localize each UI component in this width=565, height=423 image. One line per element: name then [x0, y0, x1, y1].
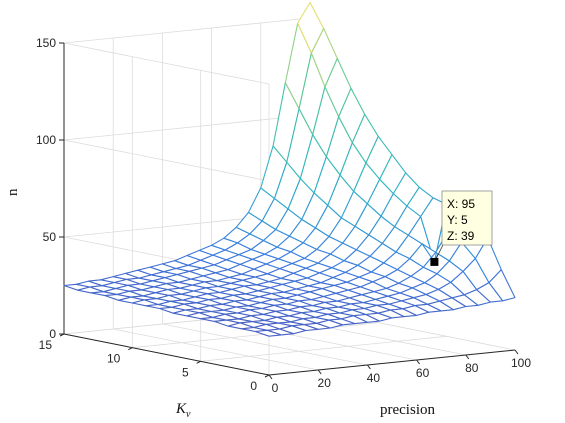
y-axis-label: Kv — [175, 401, 191, 420]
z-tick-label: 0 — [49, 327, 56, 341]
gridline-floor-x — [113, 328, 319, 371]
gridline-backwall-z — [63, 114, 311, 141]
x-tick-label: 80 — [465, 361, 479, 375]
datatip-y: Y: 5 — [447, 213, 468, 227]
y-axis-label-sub: v — [186, 409, 191, 420]
x-tick-mark — [268, 374, 273, 380]
surface-cell — [488, 269, 516, 302]
x-axis-label: precision — [380, 402, 435, 418]
y-tick-mark — [264, 374, 270, 378]
gridline-floor-y — [132, 322, 379, 349]
x-tick-label: 0 — [272, 381, 279, 395]
x-tick-label: 100 — [511, 356, 531, 370]
z-axis-label: n — [5, 188, 21, 196]
x-axis-line — [268, 349, 516, 376]
x-tick-label: 60 — [416, 366, 430, 380]
y-axis-label-main: K — [175, 401, 187, 417]
datatip-marker — [430, 257, 439, 266]
datatip-box — [441, 190, 493, 246]
surface-mesh — [63, 1, 516, 337]
y-tick-label: 5 — [182, 365, 189, 379]
datatip[interactable]: X: 95 Y: 5 Z: 39 — [430, 190, 493, 266]
y-tick-label: 0 — [250, 379, 257, 393]
z-tick-label: 150 — [36, 36, 56, 50]
datatip-x: X: 95 — [447, 197, 475, 211]
y-tick-mark — [196, 360, 201, 364]
x-tick-mark — [514, 349, 519, 355]
gridline-sidewall-z — [63, 139, 270, 182]
svg-text:Kv: Kv — [175, 401, 191, 420]
datatip-z: Z: 39 — [447, 229, 475, 243]
gridline-floor-y — [200, 335, 447, 362]
gridline-sidewall-z — [63, 42, 270, 85]
y-axis-line — [63, 333, 270, 376]
y-tick-label: 15 — [39, 338, 53, 352]
gridline-backwall-z — [63, 17, 311, 44]
x-tick-mark — [465, 354, 470, 360]
z-tick-label: 50 — [43, 230, 57, 244]
y-tick-label: 10 — [107, 352, 121, 366]
x-tick-label: 20 — [318, 376, 332, 390]
gridline-floor-x — [162, 323, 368, 366]
x-tick-mark — [317, 369, 322, 375]
x-tick-mark — [416, 359, 421, 365]
y-tick-mark — [128, 347, 133, 351]
z-tick-label: 100 — [36, 133, 56, 147]
x-tick-label: 40 — [367, 371, 381, 385]
x-tick-mark — [366, 364, 371, 370]
